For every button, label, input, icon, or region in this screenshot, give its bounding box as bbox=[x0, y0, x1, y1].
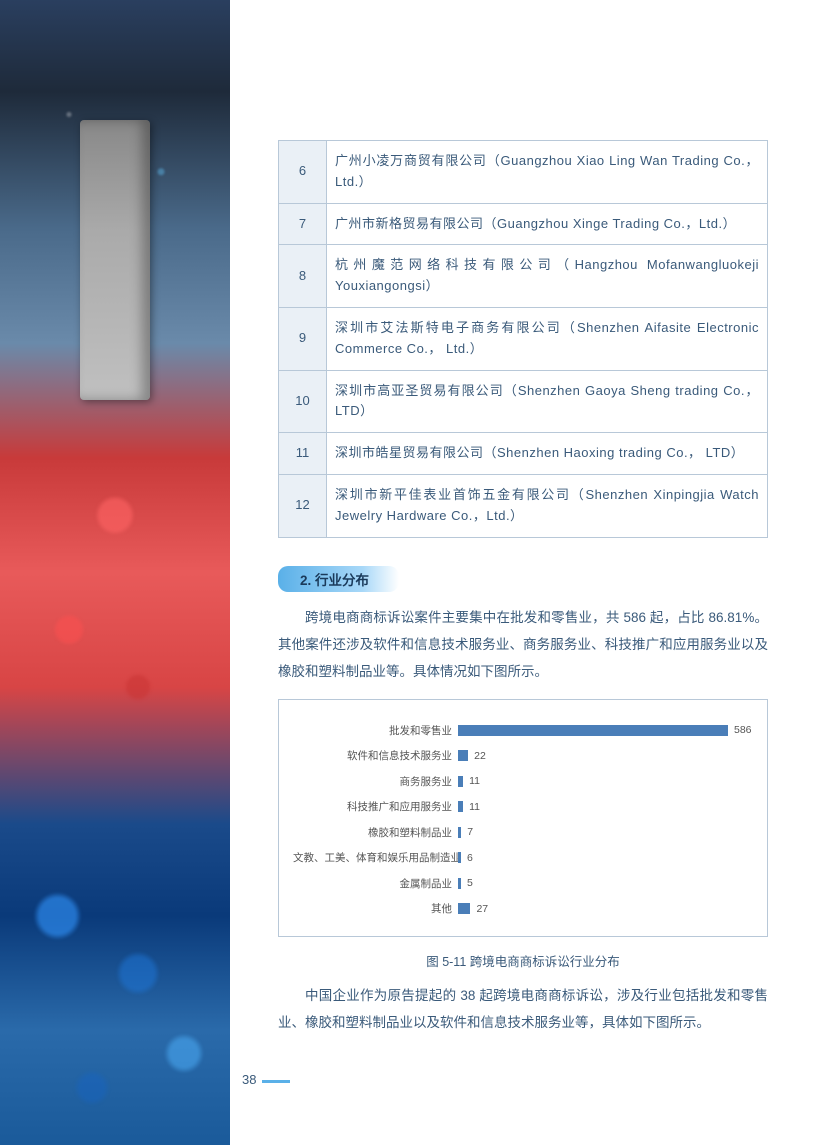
row-index: 11 bbox=[279, 433, 327, 475]
bar-label: 文教、工美、体育和娱乐用品制造业 bbox=[293, 850, 458, 865]
row-index: 10 bbox=[279, 370, 327, 433]
company-name: 广州小凌万商贸有限公司（Guangzhou Xiao Ling Wan Trad… bbox=[327, 141, 768, 204]
bar-row: 金属制品业 5 bbox=[293, 871, 753, 897]
bar-value: 7 bbox=[467, 826, 473, 838]
page-number-accent bbox=[262, 1080, 290, 1083]
paragraph-1: 跨境电商商标诉讼案件主要集中在批发和零售业，共 586 起，占比 86.81%。… bbox=[278, 604, 768, 685]
table-row: 7广州市新格贸易有限公司（Guangzhou Xinge Trading Co.… bbox=[279, 203, 768, 245]
bar-label: 科技推广和应用服务业 bbox=[293, 799, 458, 814]
chart-caption: 图 5-11 跨境电商商标诉讼行业分布 bbox=[278, 951, 768, 970]
bar-fill bbox=[458, 801, 463, 812]
row-index: 12 bbox=[279, 474, 327, 537]
bar-label: 其他 bbox=[293, 901, 458, 916]
page-number: 38 bbox=[242, 1072, 256, 1087]
bar-value: 6 bbox=[467, 852, 473, 864]
bar-value: 11 bbox=[469, 801, 480, 813]
bar-label: 批发和零售业 bbox=[293, 723, 458, 738]
bar-row: 橡胶和塑料制品业 7 bbox=[293, 820, 753, 846]
table-row: 11深圳市皓星贸易有限公司（Shenzhen Haoxing trading C… bbox=[279, 433, 768, 475]
bar-fill bbox=[458, 827, 461, 838]
bar-value: 5 bbox=[467, 877, 473, 889]
bar-fill bbox=[458, 776, 463, 787]
company-name: 深圳市新平佳表业首饰五金有限公司（Shenzhen Xinpingjia Wat… bbox=[327, 474, 768, 537]
bar-fill bbox=[458, 750, 468, 761]
paragraph-2: 中国企业作为原告提起的 38 起跨境电商商标诉讼，涉及行业包括批发和零售业、橡胶… bbox=[278, 982, 768, 1036]
bar-label: 软件和信息技术服务业 bbox=[293, 748, 458, 763]
bar-row: 文教、工美、体育和娱乐用品制造业 6 bbox=[293, 845, 753, 871]
page-content: 6广州小凌万商贸有限公司（Guangzhou Xiao Ling Wan Tra… bbox=[278, 140, 768, 1036]
bar-label: 橡胶和塑料制品业 bbox=[293, 825, 458, 840]
row-index: 8 bbox=[279, 245, 327, 308]
company-table: 6广州小凌万商贸有限公司（Guangzhou Xiao Ling Wan Tra… bbox=[278, 140, 768, 538]
bar-value: 22 bbox=[474, 750, 486, 762]
table-row: 9深圳市艾法斯特电子商务有限公司（Shenzhen Aifasite Elect… bbox=[279, 307, 768, 370]
company-name: 深圳市高亚圣贸易有限公司（Shenzhen Gaoya Sheng tradin… bbox=[327, 370, 768, 433]
bar-row: 其他 27 bbox=[293, 896, 753, 922]
bar-track: 27 bbox=[458, 896, 753, 922]
row-index: 9 bbox=[279, 307, 327, 370]
sidebar-decorative-image bbox=[0, 0, 230, 1145]
bar-track: 22 bbox=[458, 743, 753, 769]
company-name: 广州市新格贸易有限公司（Guangzhou Xinge Trading Co.，… bbox=[327, 203, 768, 245]
table-row: 8杭州魔范网络科技有限公司（Hangzhou Mofanwangluokeji … bbox=[279, 245, 768, 308]
industry-bar-chart: 批发和零售业 586 软件和信息技术服务业 22 商务服务业 11 科技推广和应用服务业 11… bbox=[278, 699, 768, 937]
bar-track: 586 bbox=[458, 718, 753, 744]
bar-track: 11 bbox=[458, 794, 753, 820]
company-name: 杭州魔范网络科技有限公司（Hangzhou Mofanwangluokeji Y… bbox=[327, 245, 768, 308]
table-row: 6广州小凌万商贸有限公司（Guangzhou Xiao Ling Wan Tra… bbox=[279, 141, 768, 204]
company-name: 深圳市艾法斯特电子商务有限公司（Shenzhen Aifasite Electr… bbox=[327, 307, 768, 370]
bar-fill bbox=[458, 852, 461, 863]
bar-label: 金属制品业 bbox=[293, 876, 458, 891]
row-index: 6 bbox=[279, 141, 327, 204]
row-index: 7 bbox=[279, 203, 327, 245]
bar-track: 11 bbox=[458, 769, 753, 795]
bar-fill bbox=[458, 878, 461, 889]
bar-fill bbox=[458, 903, 470, 914]
table-row: 10深圳市高亚圣贸易有限公司（Shenzhen Gaoya Sheng trad… bbox=[279, 370, 768, 433]
bar-row: 批发和零售业 586 bbox=[293, 718, 753, 744]
bar-value: 27 bbox=[476, 903, 488, 915]
bar-row: 商务服务业 11 bbox=[293, 769, 753, 795]
bar-row: 软件和信息技术服务业 22 bbox=[293, 743, 753, 769]
bar-row: 科技推广和应用服务业 11 bbox=[293, 794, 753, 820]
company-name: 深圳市皓星贸易有限公司（Shenzhen Haoxing trading Co.… bbox=[327, 433, 768, 475]
bar-track: 6 bbox=[458, 845, 753, 871]
table-row: 12深圳市新平佳表业首饰五金有限公司（Shenzhen Xinpingjia W… bbox=[279, 474, 768, 537]
bar-track: 7 bbox=[458, 820, 753, 846]
bar-label: 商务服务业 bbox=[293, 774, 458, 789]
section-header: 2. 行业分布 bbox=[278, 566, 399, 592]
bar-value: 11 bbox=[469, 775, 480, 787]
bar-track: 5 bbox=[458, 871, 753, 897]
bar-fill bbox=[458, 725, 728, 736]
bar-value: 586 bbox=[734, 724, 752, 736]
